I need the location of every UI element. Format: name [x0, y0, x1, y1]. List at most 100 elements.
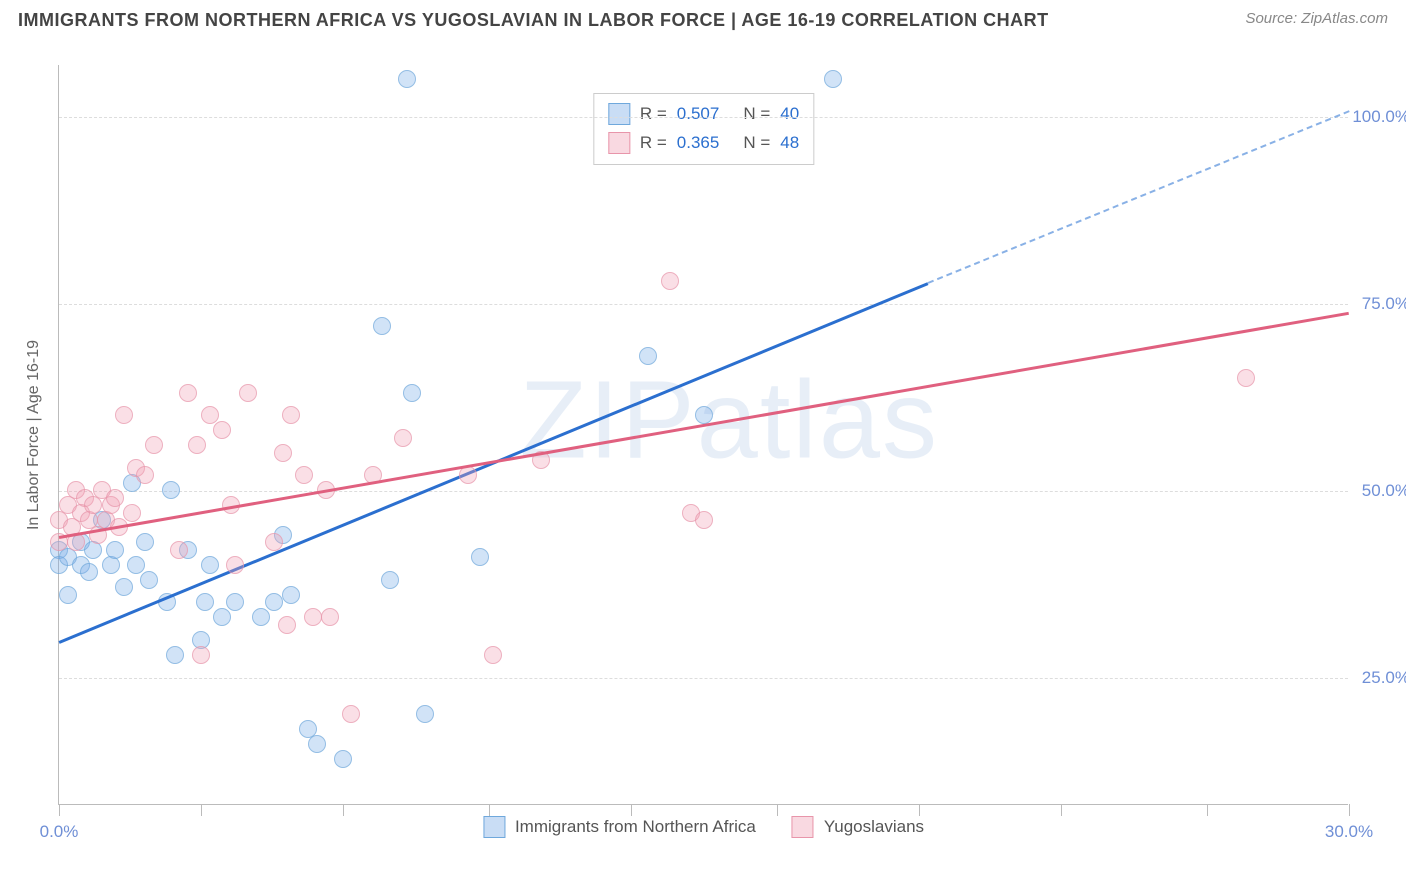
data-point: [80, 563, 98, 581]
trend-line: [927, 110, 1349, 284]
data-point: [295, 466, 313, 484]
data-point: [226, 556, 244, 574]
r-label: R =: [640, 100, 667, 129]
n-label: N =: [743, 129, 770, 158]
legend-swatch: [483, 816, 505, 838]
gridline-h: [59, 491, 1348, 492]
data-point: [308, 735, 326, 753]
data-point: [59, 586, 77, 604]
data-point: [342, 705, 360, 723]
data-point: [239, 384, 257, 402]
data-point: [140, 571, 158, 589]
legend-stat-row: R = 0.507 N = 40: [608, 100, 799, 129]
legend-swatch: [608, 132, 630, 154]
r-label: R =: [640, 129, 667, 158]
data-point: [695, 511, 713, 529]
data-point: [166, 646, 184, 664]
x-tick: [59, 804, 60, 816]
x-tick-label: 0.0%: [40, 822, 79, 842]
data-point: [304, 608, 322, 626]
data-point: [213, 608, 231, 626]
r-value: 0.507: [677, 100, 720, 129]
x-tick: [343, 804, 344, 816]
source-label: Source: ZipAtlas.com: [1245, 10, 1388, 27]
legend-series: Immigrants from Northern Africa Yugoslavi…: [483, 816, 924, 838]
data-point: [136, 466, 154, 484]
data-point: [201, 406, 219, 424]
x-tick: [631, 804, 632, 816]
data-point: [282, 406, 300, 424]
data-point: [334, 750, 352, 768]
data-point: [123, 504, 141, 522]
y-tick-label: 75.0%: [1362, 294, 1406, 314]
data-point: [162, 481, 180, 499]
data-point: [394, 429, 412, 447]
data-point: [201, 556, 219, 574]
data-point: [403, 384, 421, 402]
y-tick-label: 100.0%: [1352, 107, 1406, 127]
n-label: N =: [743, 100, 770, 129]
data-point: [398, 70, 416, 88]
legend-label: Yugoslavians: [824, 817, 924, 837]
data-point: [1237, 369, 1255, 387]
data-point: [170, 541, 188, 559]
y-axis-title: In Labor Force | Age 16-19: [25, 340, 43, 530]
data-point: [115, 578, 133, 596]
data-point: [196, 593, 214, 611]
data-point: [226, 593, 244, 611]
data-point: [252, 608, 270, 626]
correlation-chart: ZIPatlas R =0.507N =40R =0.365N =48 Immi…: [18, 35, 1388, 835]
data-point: [115, 406, 133, 424]
data-point: [282, 586, 300, 604]
gridline-h: [59, 678, 1348, 679]
data-point: [127, 556, 145, 574]
data-point: [213, 421, 231, 439]
data-point: [639, 347, 657, 365]
data-point: [192, 646, 210, 664]
gridline-h: [59, 117, 1348, 118]
legend-label: Immigrants from Northern Africa: [515, 817, 756, 837]
x-tick: [1207, 804, 1208, 816]
data-point: [459, 466, 477, 484]
trend-line: [59, 312, 1349, 539]
legend-stat-row: R = 0.365 N = 48: [608, 129, 799, 158]
data-point: [265, 593, 283, 611]
data-point: [136, 533, 154, 551]
data-point: [106, 489, 124, 507]
data-point: [661, 272, 679, 290]
x-tick: [777, 804, 778, 816]
data-point: [274, 444, 292, 462]
r-value: 0.365: [677, 129, 720, 158]
legend-stats: R = 0.507 N = 40 R = 0.365 N = 48: [593, 93, 814, 165]
data-point: [373, 317, 391, 335]
x-tick: [1349, 804, 1350, 816]
data-point: [265, 533, 283, 551]
x-tick: [919, 804, 920, 816]
data-point: [484, 646, 502, 664]
n-value: 40: [780, 100, 799, 129]
legend-item: Immigrants from Northern Africa: [483, 816, 756, 838]
x-tick: [489, 804, 490, 816]
data-point: [824, 70, 842, 88]
chart-title: IMMIGRANTS FROM NORTHERN AFRICA VS YUGOS…: [18, 10, 1049, 31]
y-tick-label: 50.0%: [1362, 481, 1406, 501]
plot-area: ZIPatlas R =0.507N =40R =0.365N =48 Immi…: [58, 65, 1348, 805]
x-tick: [201, 804, 202, 816]
data-point: [278, 616, 296, 634]
legend-swatch: [608, 103, 630, 125]
data-point: [188, 436, 206, 454]
x-tick: [1061, 804, 1062, 816]
data-point: [145, 436, 163, 454]
data-point: [179, 384, 197, 402]
n-value: 48: [780, 129, 799, 158]
data-point: [321, 608, 339, 626]
gridline-h: [59, 304, 1348, 305]
legend-item: Yugoslavians: [792, 816, 924, 838]
data-point: [381, 571, 399, 589]
data-point: [471, 548, 489, 566]
y-tick-label: 25.0%: [1362, 668, 1406, 688]
data-point: [416, 705, 434, 723]
data-point: [106, 541, 124, 559]
legend-swatch: [792, 816, 814, 838]
x-tick-label: 30.0%: [1325, 822, 1373, 842]
